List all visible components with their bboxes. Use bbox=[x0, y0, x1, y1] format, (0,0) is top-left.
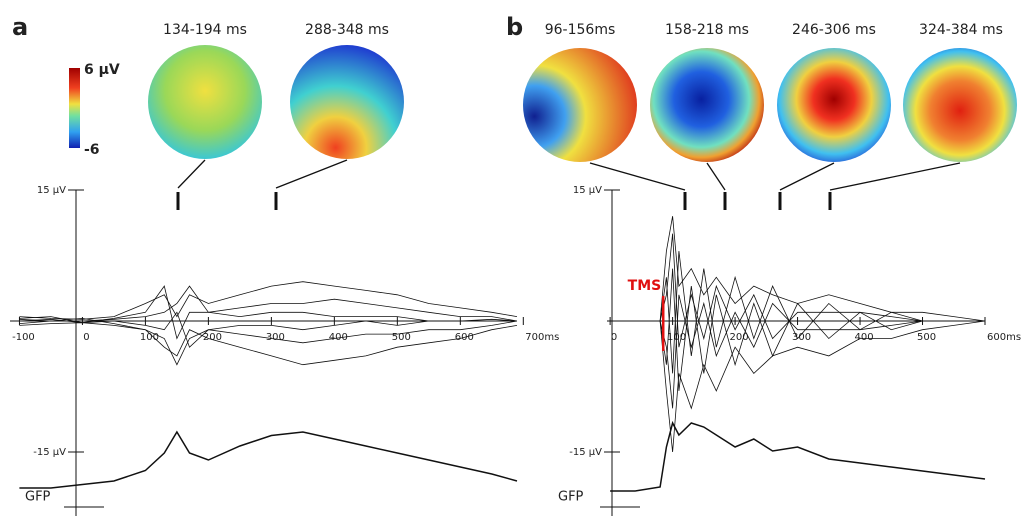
colorbar bbox=[69, 68, 80, 148]
topomap-title: 246-306 ms bbox=[792, 22, 876, 38]
x-tick-label: 300 bbox=[792, 332, 811, 343]
x-tick-label: 600ms bbox=[987, 332, 1021, 343]
connector bbox=[177, 159, 206, 189]
connector bbox=[829, 162, 961, 191]
trace bbox=[610, 233, 985, 348]
gfp-line bbox=[19, 430, 518, 489]
trace bbox=[610, 294, 985, 409]
x-tick-label: 0 bbox=[611, 332, 617, 343]
topomap-title: 134-194 ms bbox=[163, 22, 247, 38]
topomap bbox=[777, 48, 891, 162]
panel-label: a bbox=[12, 13, 28, 41]
topomap bbox=[523, 48, 637, 162]
colorbar-max: 6 µV bbox=[84, 62, 120, 78]
x-tick-label: 500 bbox=[917, 332, 936, 343]
trace bbox=[19, 285, 518, 340]
topomap-title: 288-348 ms bbox=[305, 22, 389, 38]
y-tick-label: -15 µV bbox=[569, 447, 602, 458]
tms-label: TMS bbox=[628, 278, 662, 294]
topomap bbox=[903, 48, 1017, 162]
x-tick-label: 300 bbox=[266, 332, 285, 343]
colorbar-min: -6 bbox=[84, 142, 100, 158]
x-tick-label: 500 bbox=[392, 332, 411, 343]
connectors bbox=[177, 159, 961, 191]
x-tick-label: 400 bbox=[854, 332, 873, 343]
y-tick-label: -15 µV bbox=[33, 447, 66, 458]
connector bbox=[779, 162, 835, 191]
trace bbox=[19, 281, 518, 320]
trace bbox=[610, 251, 985, 374]
trace bbox=[19, 322, 518, 366]
topomaps bbox=[148, 45, 1017, 162]
trace bbox=[610, 268, 985, 391]
x-tick-label: 400 bbox=[329, 332, 348, 343]
trace bbox=[610, 216, 986, 322]
topomap bbox=[650, 48, 764, 162]
trace bbox=[610, 320, 986, 453]
trace bbox=[19, 311, 517, 348]
topomap bbox=[290, 45, 404, 159]
gfp-label: GFP bbox=[558, 490, 584, 505]
connector bbox=[589, 162, 686, 191]
x-tick-label: 0 bbox=[83, 332, 89, 343]
trace bbox=[19, 317, 518, 366]
y-tick-label: 15 µV bbox=[37, 185, 66, 196]
connector bbox=[275, 159, 348, 189]
x-tick-label: 700ms bbox=[525, 332, 559, 343]
topomap bbox=[148, 45, 262, 159]
topomap-title: 158-218 ms bbox=[665, 22, 749, 38]
gfp-line bbox=[610, 420, 986, 492]
panel-label: b bbox=[506, 13, 523, 41]
gfp-label: GFP bbox=[25, 490, 51, 505]
connector bbox=[706, 162, 726, 191]
window-markers bbox=[176, 192, 832, 210]
x-tick-label: 200 bbox=[730, 332, 749, 343]
x-tick-label: 100 bbox=[140, 332, 159, 343]
topomap-title: 324-384 ms bbox=[919, 22, 1003, 38]
x-tick-label: 200 bbox=[203, 332, 222, 343]
x-tick-label: -100 bbox=[12, 332, 35, 343]
y-tick-label: 15 µV bbox=[573, 185, 602, 196]
topomap-title: 96-156ms bbox=[545, 22, 616, 38]
